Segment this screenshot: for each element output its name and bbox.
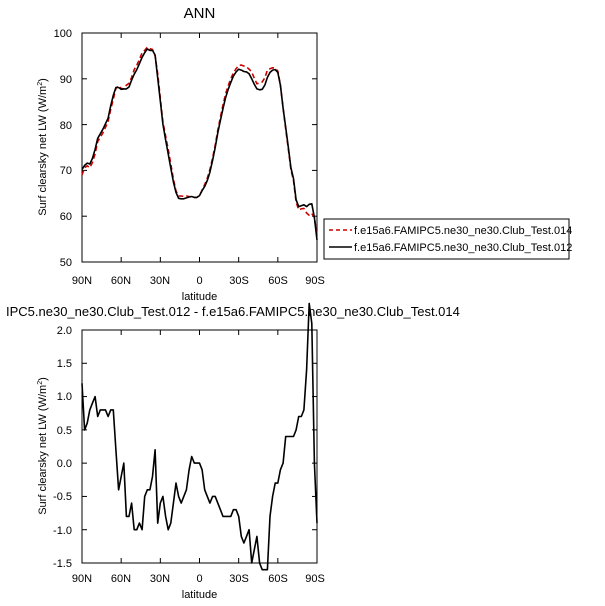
top-y-tick-label: 50 bbox=[60, 257, 72, 269]
bottom-y-axis-label-tail: ) bbox=[37, 377, 49, 381]
top-chart: ANN 50 60 70 80 90 100 90N 60N 30N 0 30S… bbox=[37, 5, 572, 303]
bottom-y-tick-label: 1.0 bbox=[57, 391, 72, 403]
top-legend: f.e15a6.FAMIPC5.ne30_ne30.Club_Test.014 … bbox=[323, 218, 572, 260]
bottom-x-tick-label: 30N bbox=[150, 573, 170, 585]
top-y-axis-label-tail: ) bbox=[37, 78, 49, 82]
top-y-tick-labels: 50 60 70 80 90 100 bbox=[54, 28, 72, 269]
top-x-tick-label: 60N bbox=[111, 275, 131, 287]
bottom-y-tick-label: 2.0 bbox=[57, 325, 72, 337]
top-x-tick-label: 60S bbox=[268, 275, 288, 287]
top-y-tick-label: 80 bbox=[60, 120, 72, 132]
bottom-y-tick-label: -1.0 bbox=[53, 525, 72, 537]
bottom-y-axis-label-main: Surf clearsky net LW (W/m bbox=[37, 385, 49, 515]
bottom-chart: IPC5.ne30_ne30.Club_Test.012 - f.e15a6.F… bbox=[6, 302, 460, 601]
top-y-axis-label-main: Surf clearsky net LW (W/m bbox=[37, 86, 49, 216]
top-y-tick-label: 70 bbox=[60, 165, 72, 177]
top-plot-area bbox=[81, 32, 318, 263]
bottom-series-group bbox=[81, 302, 318, 571]
legend-label-014: f.e15a6.FAMIPC5.ne30_ne30.Club_Test.014 bbox=[354, 225, 572, 237]
top-y-axis-label: Surf clearsky net LW (W/m2) bbox=[37, 78, 49, 216]
bottom-axis-ticks bbox=[81, 329, 318, 564]
bottom-x-tick-label: 60N bbox=[111, 573, 131, 585]
top-y-axis-label-sup: 2 bbox=[37, 82, 44, 86]
top-y-tick-label: 90 bbox=[60, 74, 72, 86]
bottom-y-axis-label: Surf clearsky net LW (W/m2) bbox=[37, 377, 49, 515]
top-y-tick-label: 60 bbox=[60, 211, 72, 223]
top-series-line-1 bbox=[81, 46, 318, 237]
top-chart-title: ANN bbox=[184, 5, 216, 22]
top-x-tick-label: 90S bbox=[305, 275, 325, 287]
bottom-x-axis-label: latitude bbox=[182, 589, 217, 601]
top-x-tick-label: 30N bbox=[150, 275, 170, 287]
top-series-line-2 bbox=[81, 48, 318, 241]
bottom-y-axis-label-sup: 2 bbox=[37, 381, 44, 385]
bottom-plot-area bbox=[81, 329, 318, 564]
top-x-tick-labels: 90N 60N 30N 0 30S 60S 90S bbox=[72, 275, 325, 287]
bottom-y-tick-label: -1.5 bbox=[53, 558, 72, 570]
bottom-y-tick-label: -0.5 bbox=[53, 491, 72, 503]
top-y-tick-label: 100 bbox=[54, 28, 72, 40]
legend-label-012: f.e15a6.FAMIPC5.ne30_ne30.Club_Test.012 bbox=[354, 242, 572, 254]
top-series-group bbox=[81, 46, 318, 241]
bottom-x-tick-label: 60S bbox=[268, 573, 288, 585]
top-x-tick-label: 90N bbox=[72, 275, 92, 287]
bottom-y-tick-label: 1.5 bbox=[57, 358, 72, 370]
top-axis-ticks bbox=[81, 32, 318, 263]
bottom-x-tick-label: 90S bbox=[305, 573, 325, 585]
top-x-tick-label: 30S bbox=[229, 275, 249, 287]
legend-box bbox=[323, 218, 570, 260]
bottom-x-tick-label: 30S bbox=[229, 573, 249, 585]
bottom-chart-title: IPC5.ne30_ne30.Club_Test.012 - f.e15a6.F… bbox=[6, 304, 460, 319]
top-x-axis-label: latitude bbox=[182, 291, 217, 303]
bottom-x-tick-labels: 90N 60N 30N 0 30S 60S 90S bbox=[72, 573, 325, 585]
top-x-tick-label: 0 bbox=[196, 275, 202, 287]
bottom-y-tick-labels: -1.5 -1.0 -0.5 0.0 0.5 1.0 1.5 2.0 bbox=[53, 325, 72, 570]
bottom-series-line-1 bbox=[81, 302, 318, 571]
bottom-x-tick-label: 90N bbox=[72, 573, 92, 585]
bottom-x-tick-label: 0 bbox=[196, 573, 202, 585]
bottom-y-tick-label: 0.0 bbox=[57, 458, 72, 470]
bottom-y-tick-label: 0.5 bbox=[57, 425, 72, 437]
